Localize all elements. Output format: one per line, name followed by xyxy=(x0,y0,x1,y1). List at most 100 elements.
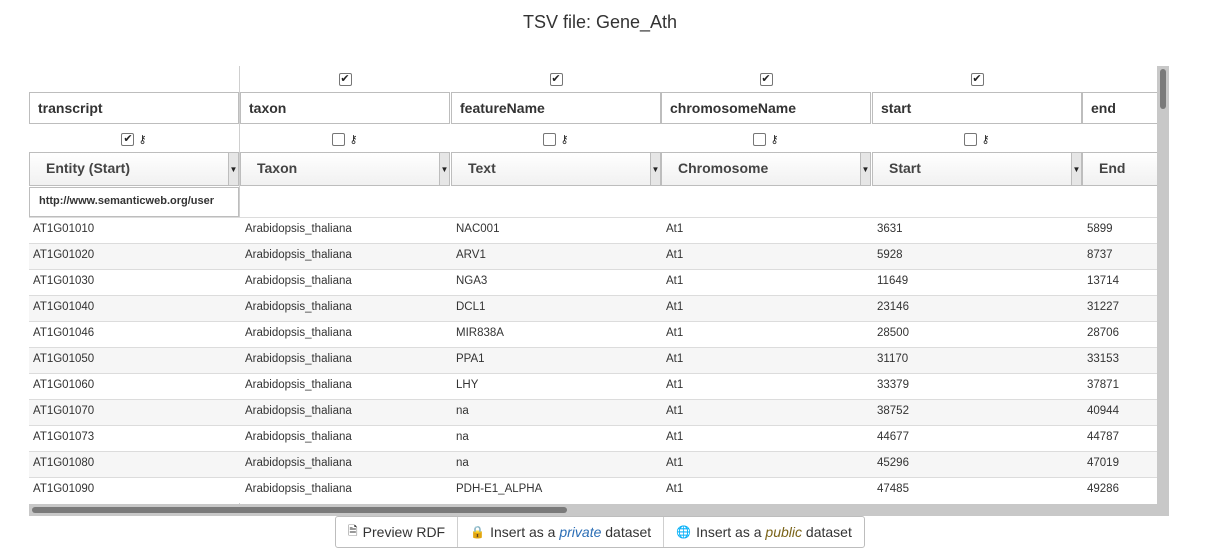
table-row: AT1G01090 Arabidopsis_thaliana PDH-E1_ALPH… xyxy=(29,477,1157,503)
table-row: AT1G01080 Arabidopsis_thaliana na At1 45296 4… xyxy=(29,451,1157,477)
vertical-scroll-thumb[interactable] xyxy=(1160,69,1166,109)
table-cell: 37871 xyxy=(1087,379,1119,391)
horizontal-scroll-thumb[interactable] xyxy=(32,507,567,513)
column-type-label: End xyxy=(1099,160,1126,176)
column-name-input[interactable]: transcript xyxy=(29,92,239,124)
table-cell: MIR838A xyxy=(456,327,504,339)
table-cell: AT1G01046 xyxy=(33,327,95,339)
chevron-down-icon: ▼ xyxy=(1071,153,1081,185)
column-key-checkbox[interactable] xyxy=(543,132,557,146)
insert-private-em: private xyxy=(559,524,602,540)
column-key-option: ⚷ xyxy=(240,129,450,149)
table-cell: PPA1 xyxy=(456,353,485,365)
column-type-select[interactable]: Start ▼ xyxy=(872,152,1082,186)
column-include-cell: ✔ xyxy=(661,69,871,89)
table-cell: 45296 xyxy=(877,457,909,469)
preview-rdf-label: Preview RDF xyxy=(362,524,446,540)
table-cell: 5928 xyxy=(877,249,903,261)
table-cell: na xyxy=(456,405,469,417)
column-type-select[interactable]: End xyxy=(1082,152,1157,186)
table-cell: At1 xyxy=(666,483,684,495)
table-cell: na xyxy=(456,457,469,469)
column-type-label: Text xyxy=(468,160,496,176)
chevron-down-icon: ▼ xyxy=(439,153,449,185)
table-cell: 28706 xyxy=(1087,327,1119,339)
table-cell: 47019 xyxy=(1087,457,1119,469)
table-cell: 28500 xyxy=(877,327,909,339)
key-icon: ⚷ xyxy=(349,133,358,146)
column-key-checkbox[interactable] xyxy=(332,132,346,146)
column-include-cell: ✔ xyxy=(451,69,661,89)
table-cell: AT1G01040 xyxy=(33,301,95,313)
key-icon: ⚷ xyxy=(138,133,147,146)
column-name-input[interactable]: chromosomeName xyxy=(661,92,871,124)
insert-private-button[interactable]: 🔒 Insert as a private dataset xyxy=(458,517,665,547)
table-cell: AT1G01073 xyxy=(33,431,95,443)
table-cell: 8737 xyxy=(1087,249,1113,261)
table-cell: Arabidopsis_thaliana xyxy=(245,223,352,235)
table-cell: At1 xyxy=(666,353,684,365)
table-cell: 47485 xyxy=(877,483,909,495)
table-cell: na xyxy=(456,431,469,443)
preview-rdf-button[interactable]: 🗎 Preview RDF xyxy=(336,517,459,547)
insert-public-em: public xyxy=(765,524,803,540)
table-cell: 11649 xyxy=(877,275,909,287)
table-cell: DCL1 xyxy=(456,301,486,313)
column-include-cell: ✔ xyxy=(240,69,450,89)
table-cell: 44787 xyxy=(1087,431,1119,443)
table-cell: 13714 xyxy=(1087,275,1119,287)
column-key-option: ⚷ xyxy=(661,129,871,149)
table-row: AT1G01046 Arabidopsis_thaliana MIR838A At1 2… xyxy=(29,321,1157,347)
table-row: AT1G01060 Arabidopsis_thaliana LHY At1 33379… xyxy=(29,373,1157,399)
column-type-select[interactable]: Chromosome ▼ xyxy=(661,152,871,186)
table-cell: AT1G01090 xyxy=(33,483,95,495)
table-cell: Arabidopsis_thaliana xyxy=(245,353,352,365)
column-include-checkbox[interactable]: ✔ xyxy=(970,72,984,86)
column-type-select[interactable]: Entity (Start) ▼ xyxy=(29,152,239,186)
table-cell: Arabidopsis_thaliana xyxy=(245,275,352,287)
table-cell: AT1G01070 xyxy=(33,405,95,417)
column-include-checkbox[interactable]: ✔ xyxy=(338,72,352,86)
column-key-checkbox[interactable] xyxy=(964,132,978,146)
column-name-input[interactable]: start xyxy=(872,92,1082,124)
vertical-scrollbar[interactable] xyxy=(1157,66,1169,516)
table-cell: Arabidopsis_thaliana xyxy=(245,249,352,261)
column-key-checkbox[interactable] xyxy=(753,132,767,146)
table-cell: 3631 xyxy=(877,223,903,235)
table-cell: Arabidopsis_thaliana xyxy=(245,431,352,443)
table-cell: Arabidopsis_thaliana xyxy=(245,483,352,495)
column-type-select[interactable]: Text ▼ xyxy=(451,152,661,186)
column-key-option: ⚷ xyxy=(451,129,661,149)
column-name-input[interactable]: featureName xyxy=(451,92,661,124)
action-button-group: 🗎 Preview RDF 🔒 Insert as a private data… xyxy=(335,516,865,548)
column-type-label: Taxon xyxy=(257,160,298,176)
table-row: AT1G01020 Arabidopsis_thaliana ARV1 At1 5928… xyxy=(29,243,1157,269)
table-cell: PDH-E1_ALPHA xyxy=(456,483,543,495)
column-key-option: ✔ ⚷ xyxy=(29,129,239,149)
column-type-select[interactable]: Taxon ▼ xyxy=(240,152,450,186)
column-name-input[interactable]: taxon xyxy=(240,92,450,124)
table-cell: LHY xyxy=(456,379,479,391)
table-cell: 5899 xyxy=(1087,223,1113,235)
column-key-option: ⚷ xyxy=(872,129,1082,149)
table-row: AT1G01040 Arabidopsis_thaliana DCL1 At1 2314… xyxy=(29,295,1157,321)
table-row: AT1G01050 Arabidopsis_thaliana PPA1 At1 3117… xyxy=(29,347,1157,373)
column-include-checkbox[interactable]: ✔ xyxy=(759,72,773,86)
globe-icon: 🌐 xyxy=(676,525,692,539)
column-name-input[interactable]: end xyxy=(1082,92,1157,124)
document-icon: 🗎 xyxy=(348,523,358,538)
table-cell: Arabidopsis_thaliana xyxy=(245,301,352,313)
column-type-label: Chromosome xyxy=(678,160,769,176)
insert-public-button[interactable]: 🌐 Insert as a public dataset xyxy=(664,517,864,547)
table-cell: At1 xyxy=(666,457,684,469)
insert-public-prefix: Insert as a xyxy=(696,524,766,540)
uri-prefix-input[interactable]: http://www.semanticweb.org/user xyxy=(29,187,239,217)
column-include-cell: ✔ xyxy=(872,69,1082,89)
table-cell: ARV1 xyxy=(456,249,486,261)
table-cell: AT1G01060 xyxy=(33,379,95,391)
insert-public-suffix: dataset xyxy=(802,524,852,540)
horizontal-scrollbar[interactable] xyxy=(29,504,1157,516)
table-cell: At1 xyxy=(666,379,684,391)
column-include-checkbox[interactable]: ✔ xyxy=(549,72,563,86)
column-key-checkbox[interactable]: ✔ xyxy=(121,132,135,146)
